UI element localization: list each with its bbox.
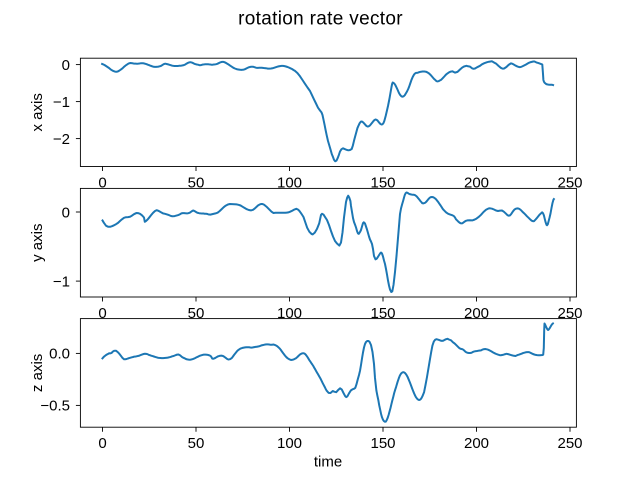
- svg-text:200: 200: [464, 305, 489, 322]
- svg-text:100: 100: [277, 435, 302, 452]
- svg-text:time: time: [314, 454, 342, 471]
- svg-text:250: 250: [557, 435, 582, 452]
- svg-text:x axis: x axis: [29, 93, 46, 131]
- svg-text:−1: −1: [53, 273, 70, 290]
- svg-text:50: 50: [188, 175, 205, 192]
- svg-text:150: 150: [370, 305, 395, 322]
- svg-text:−0.5: −0.5: [40, 398, 70, 415]
- svg-text:z axis: z axis: [29, 354, 46, 392]
- svg-text:150: 150: [370, 435, 395, 452]
- svg-text:0: 0: [98, 175, 106, 192]
- svg-text:100: 100: [277, 175, 302, 192]
- svg-text:0: 0: [98, 305, 106, 322]
- svg-text:0.0: 0.0: [49, 346, 70, 363]
- svg-text:0: 0: [62, 57, 70, 74]
- svg-text:250: 250: [557, 175, 582, 192]
- svg-text:−1: −1: [53, 94, 70, 111]
- svg-text:150: 150: [370, 175, 395, 192]
- svg-text:rotation rate vector: rotation rate vector: [238, 9, 403, 30]
- svg-text:250: 250: [557, 305, 582, 322]
- svg-text:0: 0: [98, 435, 106, 452]
- svg-text:0: 0: [62, 204, 70, 221]
- svg-text:y axis: y axis: [29, 224, 46, 262]
- svg-text:50: 50: [188, 305, 205, 322]
- svg-text:−2: −2: [53, 131, 70, 148]
- svg-text:200: 200: [464, 175, 489, 192]
- svg-text:50: 50: [188, 435, 205, 452]
- svg-text:100: 100: [277, 305, 302, 322]
- svg-text:200: 200: [464, 435, 489, 452]
